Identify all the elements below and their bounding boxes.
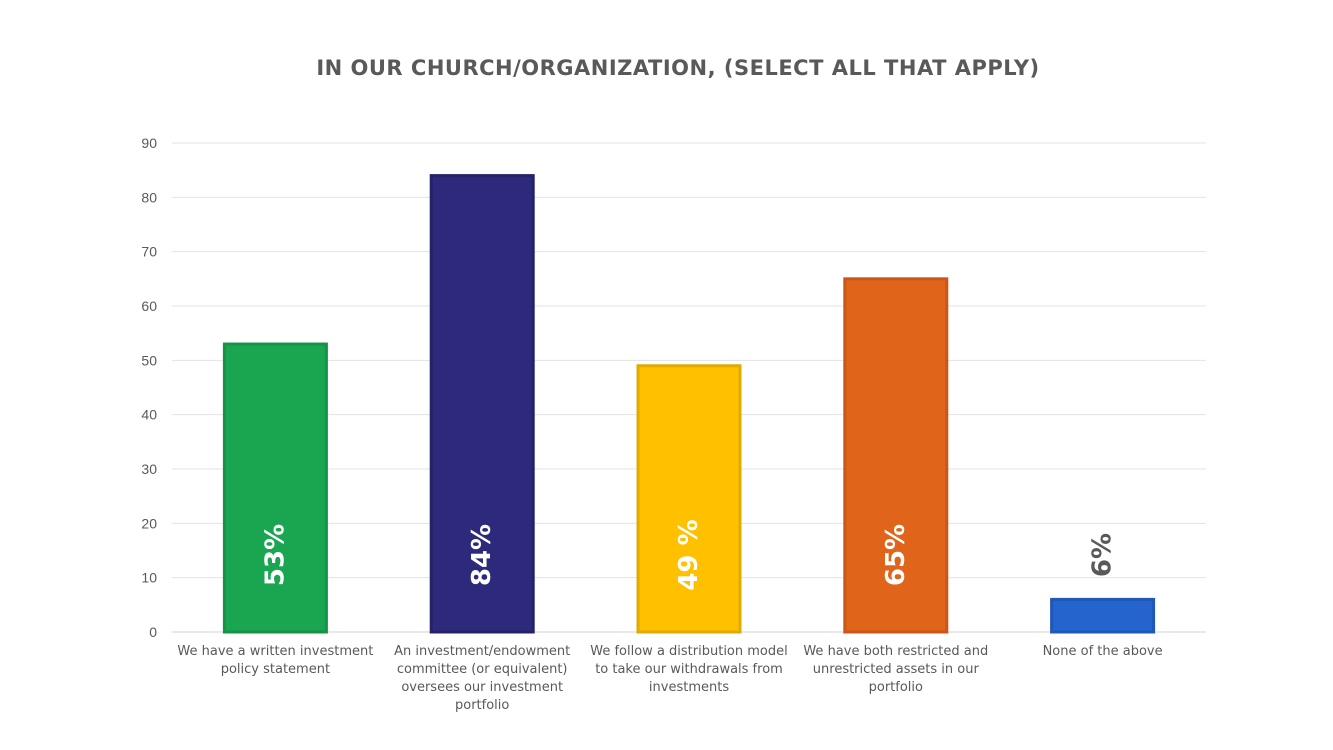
y-tick-label: 70 bbox=[141, 244, 157, 260]
y-tick-label: 60 bbox=[141, 298, 157, 314]
y-tick-label: 90 bbox=[141, 135, 157, 151]
y-tick-label: 80 bbox=[141, 189, 157, 205]
y-tick-label: 30 bbox=[141, 461, 157, 477]
x-tick-label: We have a written investment policy stat… bbox=[177, 644, 374, 677]
data-label: 84% bbox=[467, 524, 497, 586]
x-tick-label: An investment/endowment committee (or eq… bbox=[394, 644, 571, 713]
y-tick-label: 40 bbox=[141, 407, 157, 423]
x-tick-label: We follow a distribution model to take o… bbox=[590, 644, 788, 695]
data-label: 6% bbox=[1088, 533, 1118, 577]
x-tick-label: We have both restricted and unrestricted… bbox=[803, 644, 989, 695]
bar bbox=[222, 342, 328, 634]
y-tick-label: 20 bbox=[141, 515, 157, 531]
bar bbox=[1050, 597, 1156, 634]
bar bbox=[429, 174, 535, 634]
data-label: 49 % bbox=[674, 519, 704, 590]
chart-title: IN OUR CHURCH/ORGANIZATION, (SELECT ALL … bbox=[316, 56, 1040, 80]
y-tick-label: 10 bbox=[141, 570, 157, 586]
data-label: 53% bbox=[260, 524, 290, 586]
bar bbox=[636, 364, 742, 634]
data-label: 65% bbox=[881, 524, 911, 586]
y-tick-label: 50 bbox=[141, 352, 157, 368]
y-tick-label: 0 bbox=[149, 624, 157, 640]
x-tick-label: None of the above bbox=[1042, 644, 1163, 659]
bar bbox=[843, 277, 949, 634]
